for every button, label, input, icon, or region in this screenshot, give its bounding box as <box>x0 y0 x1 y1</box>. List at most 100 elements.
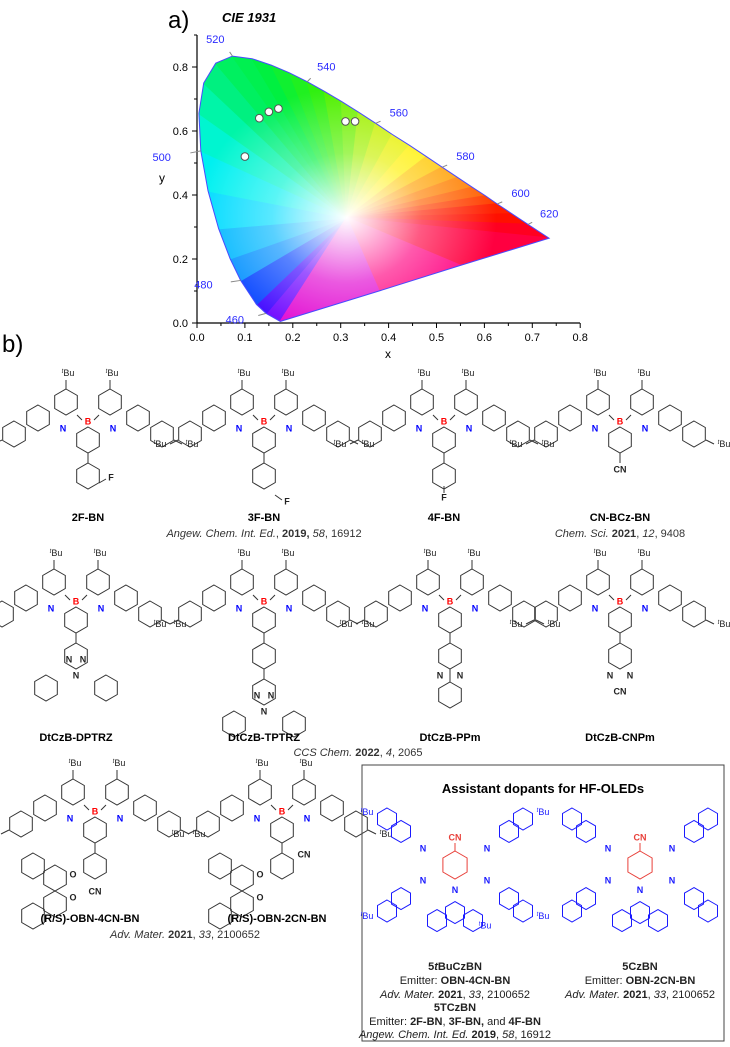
atom-label: CN <box>89 886 102 896</box>
data-point <box>240 152 250 161</box>
carbazole-ring <box>499 887 519 911</box>
atom-label: N <box>452 885 459 895</box>
bond <box>173 439 183 445</box>
atom-label: N <box>642 603 649 613</box>
ring <box>270 816 294 844</box>
atom-label: B <box>92 806 99 816</box>
gamut-fill <box>198 56 550 322</box>
compound-label: DtCzB-DPTRZ <box>39 732 113 744</box>
atom-label: CN <box>614 464 627 474</box>
ring <box>586 568 610 596</box>
bond <box>608 594 615 601</box>
tbu-label: tBu <box>537 807 550 817</box>
ring <box>488 584 512 612</box>
compound-label: 4F-BN <box>428 512 460 524</box>
atom-label: N <box>484 843 491 853</box>
ring <box>83 852 107 880</box>
box-title: Assistant dopants for HF-OLEDs <box>442 781 644 796</box>
ring <box>608 642 632 670</box>
data-point <box>274 104 283 113</box>
wavelength-tick <box>306 77 312 83</box>
ring <box>302 404 326 432</box>
tbu-label: tBu <box>172 829 185 839</box>
ring <box>230 568 254 596</box>
wavelength-label: 580 <box>456 151 474 163</box>
data-point <box>350 117 360 126</box>
ring <box>230 864 254 892</box>
ring <box>630 568 654 596</box>
dopant-name: 5tBuCzBN <box>428 961 482 973</box>
y-tick-label: 0.0 <box>173 318 188 330</box>
tbu-label: tBu <box>193 829 206 839</box>
bond <box>367 829 377 835</box>
ring <box>302 584 326 612</box>
ring <box>608 606 632 634</box>
bond <box>705 619 715 625</box>
tbu-label: tBu <box>594 368 607 378</box>
atom-label: N <box>98 603 105 613</box>
dopant-name: 5TCzBN <box>434 1002 476 1014</box>
bond <box>608 414 615 421</box>
ring <box>326 420 350 448</box>
tbu-label: tBu <box>362 619 375 629</box>
wavelength-tick <box>442 164 448 168</box>
atom-label: N <box>236 603 243 613</box>
atom-label: N <box>605 875 612 885</box>
carbazole-ring <box>445 901 465 925</box>
dopant-name: 5CzBN <box>622 961 658 973</box>
atom-label: N <box>416 423 423 433</box>
ring <box>658 404 682 432</box>
atom-label: N <box>605 843 612 853</box>
tbu-label: tBu <box>50 548 63 558</box>
ring <box>454 388 478 416</box>
assistant-dopant-structure: CN N N N N N <box>562 807 718 933</box>
data-point <box>254 113 264 123</box>
atom-label: N <box>437 670 444 680</box>
tbu-label: tBu <box>282 368 295 378</box>
wavelength-tick <box>497 201 503 205</box>
tbu-label: tBu <box>94 548 107 558</box>
tbu-label: tBu <box>424 548 437 558</box>
wavelength-tick <box>230 279 241 283</box>
bond <box>705 439 715 445</box>
carbazole-ring <box>499 819 519 843</box>
compound-label: CN-BCz-BN <box>590 512 651 524</box>
bond <box>98 478 107 484</box>
ring <box>248 778 272 806</box>
ring <box>292 778 316 806</box>
ring <box>150 420 174 448</box>
atom-label: N <box>642 423 649 433</box>
bond <box>355 619 365 625</box>
wavelength-tick <box>527 221 533 225</box>
carbazole-ring <box>630 901 650 925</box>
tbu-label: tBu <box>238 548 251 558</box>
tbu-label: tBu <box>154 619 167 629</box>
atom-label: O <box>69 869 76 879</box>
benzonitrile-ring <box>442 850 468 880</box>
tbu-label: tBu <box>340 619 353 629</box>
tbu-label: tBu <box>334 439 347 449</box>
ring <box>222 710 246 738</box>
ring <box>64 642 88 670</box>
ring <box>460 568 484 596</box>
bond <box>438 594 445 601</box>
atom-label: N <box>422 603 429 613</box>
compound-label: (R/S)-OBN-4CN-BN <box>41 913 140 925</box>
tbu-label: tBu <box>638 368 651 378</box>
bond <box>525 619 535 625</box>
atom-label: N <box>420 875 427 885</box>
compound-label: DtCzB-CNPm <box>585 732 655 744</box>
atom-label: N <box>627 670 634 680</box>
atom-label: O <box>256 892 263 902</box>
carbazole-ring <box>576 819 596 843</box>
ring <box>230 890 254 918</box>
tbu-label: tBu <box>548 619 561 629</box>
atom-label: B <box>441 416 448 426</box>
atom-label: N <box>60 423 67 433</box>
ring <box>33 794 57 822</box>
dopant-emitter: Emitter: OBN-2CN-BN <box>585 975 696 987</box>
ring <box>14 584 38 612</box>
ring <box>178 420 202 448</box>
